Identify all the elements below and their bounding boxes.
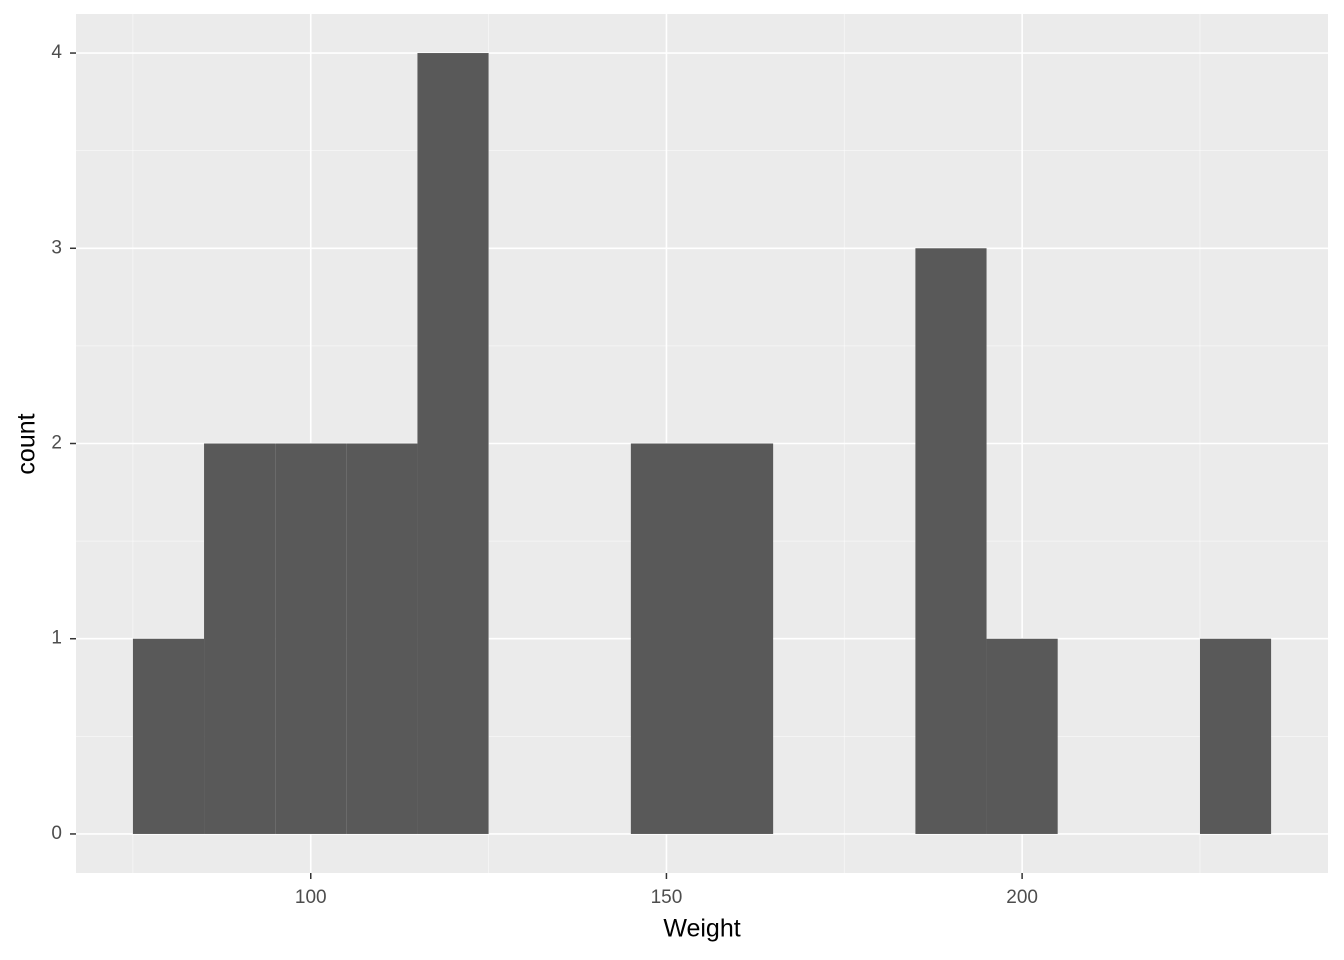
bars (132, 53, 1272, 834)
bar (132, 638, 205, 834)
bar (630, 443, 702, 834)
bar (986, 638, 1058, 834)
y-tick-label: 2 (51, 433, 62, 454)
y-tick-label: 4 (51, 42, 62, 63)
y-tick-label: 3 (51, 237, 62, 258)
x-axis-title: Weight (663, 915, 740, 943)
bar (702, 443, 774, 834)
bar (417, 53, 489, 834)
x-tick-label: 150 (651, 887, 683, 908)
bar (346, 443, 418, 834)
bar (204, 443, 276, 834)
y-axis-title: count (13, 413, 41, 474)
x-tick-label: 100 (295, 887, 327, 908)
y-tick-label: 1 (51, 628, 62, 649)
y-tick-label: 0 (51, 823, 62, 844)
bar (275, 443, 347, 834)
bar (915, 248, 987, 834)
x-tick-label: 200 (1006, 887, 1038, 908)
bar (1199, 638, 1272, 834)
axes: 100 150 200 0 1 2 3 4 (51, 42, 1038, 908)
